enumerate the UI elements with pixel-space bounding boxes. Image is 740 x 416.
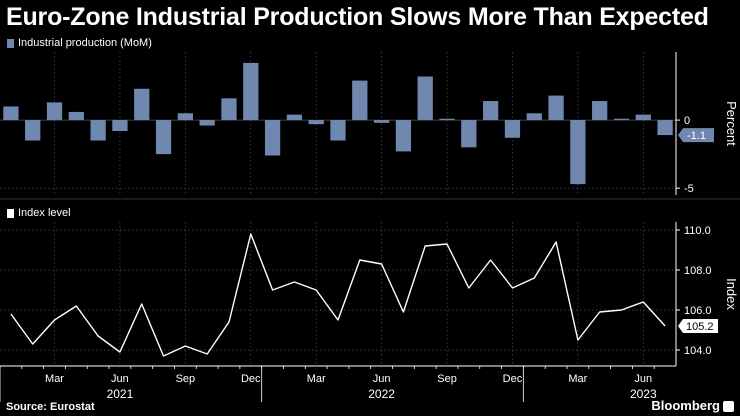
xtick-label-month: Jun <box>634 373 652 385</box>
bar <box>483 101 499 121</box>
ytick-label-bottom: 106.0 <box>684 305 712 317</box>
ytick-label-bottom: 110.0 <box>684 225 711 237</box>
xtick-label-year: 2023 <box>630 387 657 401</box>
bar <box>417 76 433 121</box>
bar <box>548 95 564 121</box>
bar <box>613 118 630 121</box>
bar <box>352 80 368 121</box>
legend-index: Index level <box>7 207 71 219</box>
bar <box>373 120 390 123</box>
bar <box>439 118 455 121</box>
bar <box>46 102 63 121</box>
chart-title: Euro-Zone Industrial Production Slows Mo… <box>6 3 709 31</box>
bar <box>68 111 84 121</box>
ytick-label-top: 0 <box>684 115 690 127</box>
xtick-label-month: Mar <box>45 373 64 385</box>
xtick-label-month: Mar <box>568 373 587 385</box>
xtick-label-month: Jun <box>373 373 391 385</box>
bar <box>592 101 608 121</box>
ytick-label-top: -5 <box>684 183 694 195</box>
legend-label-index: Index level <box>18 207 71 219</box>
bar <box>3 106 19 121</box>
bar <box>112 120 128 131</box>
xtick-label-month: Sep <box>176 373 196 385</box>
xtick-label-month: Jun <box>111 373 129 385</box>
y-axis-title-top: Percent <box>724 101 739 146</box>
bar <box>330 120 346 141</box>
legend-label-mom: Industrial production (MoM) <box>18 37 152 49</box>
legend-mom: Industrial production (MoM) <box>7 37 152 49</box>
bar <box>395 120 412 152</box>
legend-swatch-line <box>7 208 14 218</box>
bar <box>504 120 521 138</box>
bar <box>526 113 542 121</box>
bar <box>199 120 215 126</box>
bar <box>461 120 477 148</box>
bar <box>243 62 259 121</box>
xtick-label-year: 2022 <box>368 387 395 401</box>
bar <box>657 120 673 136</box>
last-value-badge-bottom <box>678 319 718 333</box>
bar <box>264 120 281 156</box>
ytick-label-bottom: 104.0 <box>684 345 712 357</box>
last-value-badge-top <box>678 128 714 143</box>
bar <box>570 120 586 185</box>
xtick-label-month: Mar <box>307 373 326 385</box>
legend-swatch-bar <box>7 38 14 48</box>
bar <box>308 120 324 125</box>
bar <box>25 120 41 141</box>
bloomberg-icon <box>723 401 734 412</box>
xtick-label-month: Dec <box>503 373 523 385</box>
bar <box>90 120 106 141</box>
source-note: Source: Eurostat <box>6 401 95 413</box>
ytick-label-bottom: 108.0 <box>684 265 712 277</box>
last-value-label-top: -1.1 <box>687 130 706 142</box>
y-axis-title-bottom: Index <box>724 278 739 310</box>
bar <box>286 114 303 121</box>
brand-logo-text: Bloomberg <box>651 398 720 413</box>
bar <box>221 98 237 121</box>
last-value-label-bottom: 105.2 <box>686 321 714 333</box>
xtick-label-month: Sep <box>437 373 457 385</box>
bar <box>155 120 172 155</box>
bar <box>134 88 150 121</box>
index-line <box>10 233 666 357</box>
xtick-label-month: Dec <box>241 373 261 385</box>
xtick-label-year: 2021 <box>107 387 134 401</box>
bar <box>635 114 651 121</box>
bar <box>177 113 193 121</box>
